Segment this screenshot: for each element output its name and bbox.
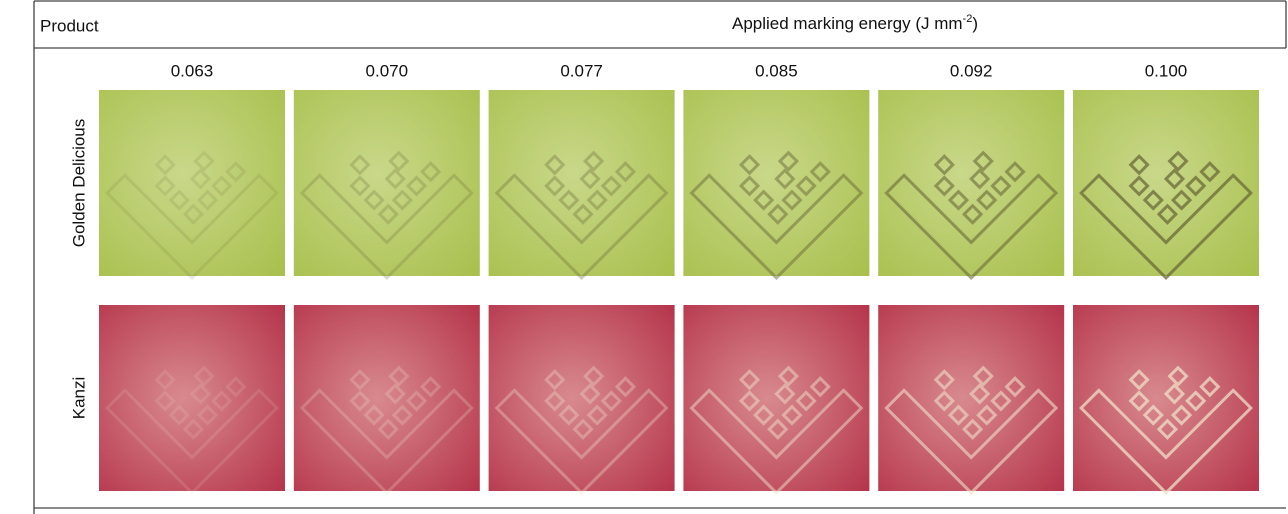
product-header: Product [40, 16, 99, 35]
column-header: 0.100 [1145, 61, 1188, 80]
photo [294, 305, 480, 493]
photo [294, 90, 480, 278]
photo-background [1073, 90, 1259, 276]
energy-header-superscript: -2 [963, 13, 973, 25]
energy-header: Applied marking energy (J mm-2) [732, 13, 978, 34]
photo-background [99, 305, 285, 491]
photo [489, 90, 675, 278]
column-header: 0.070 [366, 61, 409, 80]
photo-background [878, 305, 1064, 491]
photo-background [683, 90, 869, 276]
photo-background [489, 305, 675, 491]
energy-header-suffix: ) [972, 14, 978, 33]
photo-background [1073, 305, 1259, 491]
column-header: 0.063 [171, 61, 214, 80]
photo-background [683, 305, 869, 491]
photo-background [294, 90, 480, 276]
photo [683, 90, 869, 278]
photo-background [878, 90, 1064, 276]
photo [683, 305, 869, 493]
column-header: 0.077 [560, 61, 603, 80]
row-label: Golden Delicious [69, 119, 88, 248]
photo [489, 305, 675, 493]
photo [878, 305, 1064, 493]
photo-background [489, 90, 675, 276]
row-label: Kanzi [69, 377, 88, 420]
photo [878, 90, 1064, 278]
photo [99, 305, 285, 493]
column-header: 0.085 [755, 61, 798, 80]
column-header: 0.092 [950, 61, 993, 80]
photo [1073, 305, 1259, 493]
photo [1073, 90, 1259, 278]
photo [99, 90, 285, 278]
photo-background [294, 305, 480, 491]
energy-header-text: Applied marking energy (J mm [732, 14, 963, 33]
figure-table: Product Applied marking energy (J mm-2) … [0, 0, 1288, 514]
photo-background [99, 90, 285, 276]
